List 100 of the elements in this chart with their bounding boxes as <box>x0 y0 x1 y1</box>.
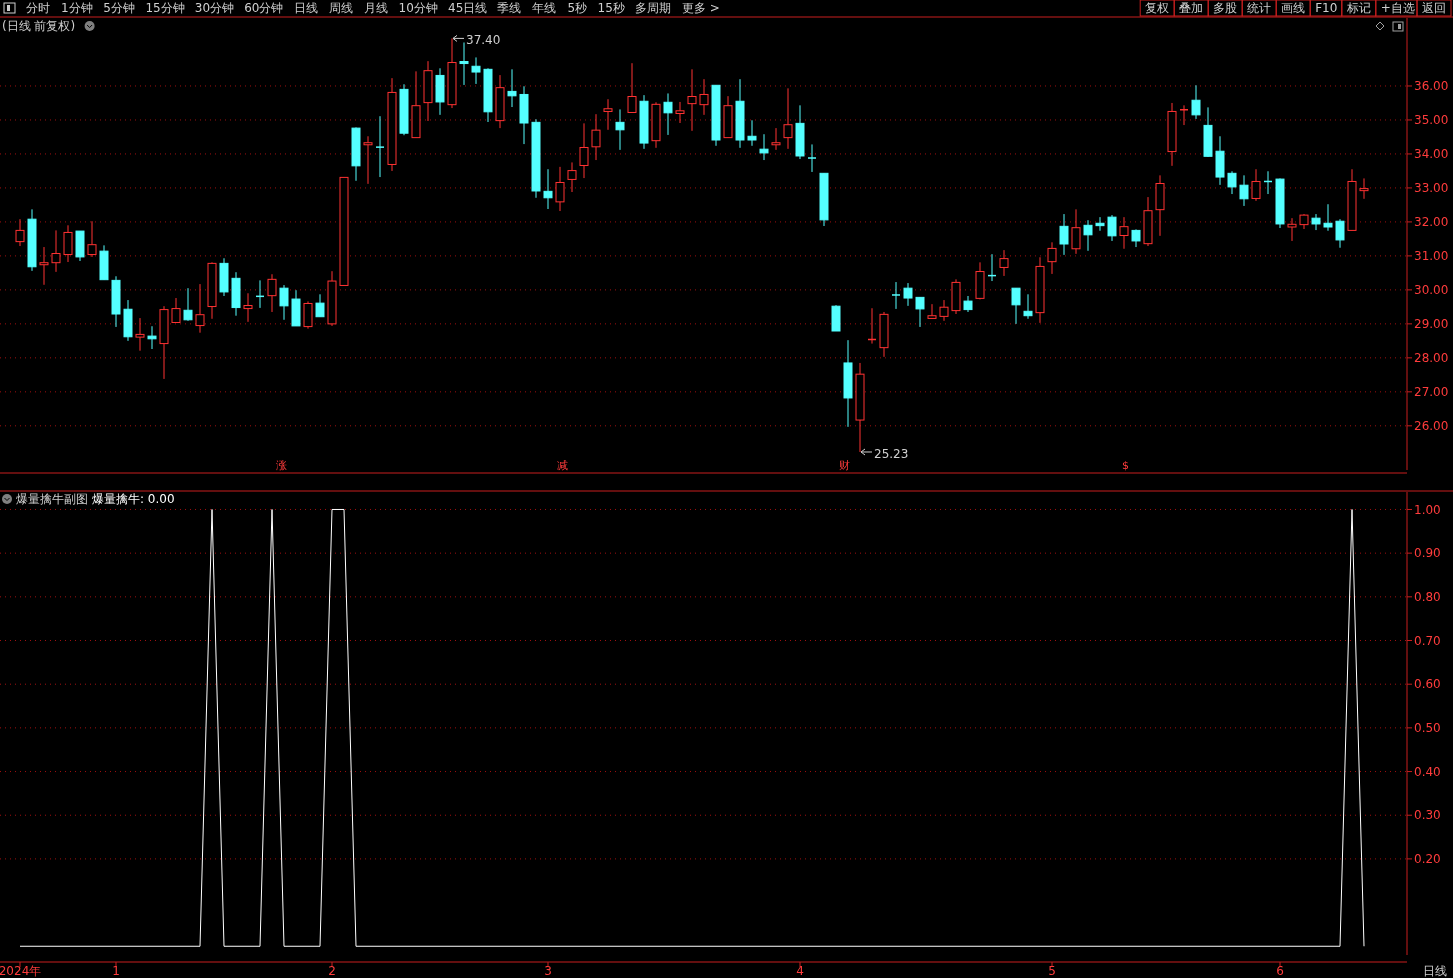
y-tick-label: 36.00 <box>1414 79 1449 94</box>
y-tick-label: 0.50 <box>1414 721 1441 736</box>
candlestick <box>555 166 565 212</box>
category-label: 5秒 <box>567 1 588 15</box>
text: 统计 <box>1247 1 1272 15</box>
category-label: 周线 <box>328 1 353 15</box>
y-tick-label: 31.00 <box>1414 249 1449 264</box>
category-label: 10分钟 <box>398 1 438 15</box>
category-label: 月线 <box>363 1 388 15</box>
y-tick-label: 0.30 <box>1414 808 1441 823</box>
chart-title: 爆量擒牛副图 <box>16 492 88 506</box>
text: 多股 <box>1213 1 1238 15</box>
x-tick-label: 2 <box>328 964 336 978</box>
candlestick <box>591 113 601 161</box>
y-tick-label: 28.00 <box>1414 351 1449 366</box>
candlestick <box>39 246 49 286</box>
candlestick <box>51 229 61 273</box>
annotation: 37.40 <box>466 32 501 47</box>
candlestick <box>1251 168 1261 202</box>
candlestick <box>15 218 25 247</box>
candlestick <box>891 281 901 310</box>
candlestick <box>627 62 637 113</box>
candlestick <box>675 101 685 124</box>
candlestick <box>471 56 481 85</box>
y-tick-label: 0.40 <box>1414 764 1441 779</box>
text: 爆量擒牛: 0.00 <box>92 492 175 506</box>
category-label: 1分钟 <box>61 1 93 15</box>
candlestick <box>507 68 517 108</box>
candlestick <box>1119 216 1129 250</box>
text: 标记 <box>1345 1 1371 15</box>
text: +自选 <box>1380 1 1415 15</box>
text: 返回 <box>1422 1 1446 15</box>
candlestick <box>1359 177 1369 200</box>
candlestick <box>1323 203 1333 232</box>
candlestick <box>1227 170 1237 195</box>
candlestick <box>603 98 613 131</box>
candlestick <box>1059 213 1069 256</box>
category-label: 季线 <box>497 1 522 15</box>
candlestick <box>699 78 709 116</box>
y-tick-label: 26.00 <box>1414 419 1449 434</box>
candlestick <box>1335 218 1345 249</box>
y-tick-label: 33.00 <box>1414 181 1449 196</box>
candlestick <box>1071 208 1081 255</box>
y-tick-label: 0.90 <box>1414 546 1441 561</box>
candlestick <box>1047 241 1057 275</box>
x-tick-label: 3 <box>544 964 552 978</box>
category-label: 15秒 <box>597 1 625 15</box>
category-label: 30分钟 <box>194 1 235 15</box>
y-tick-label: 0.60 <box>1414 677 1441 692</box>
candlestick <box>687 68 697 132</box>
candlestick <box>915 296 925 328</box>
candlestick <box>147 325 157 350</box>
y-tick-label: 27.00 <box>1414 385 1449 400</box>
candlestick <box>1011 287 1021 325</box>
candlestick <box>759 133 769 161</box>
candlestick <box>783 87 793 150</box>
candlestick <box>363 135 373 185</box>
candlestick <box>999 249 1009 277</box>
candlestick <box>279 284 289 321</box>
candlestick <box>1287 217 1297 242</box>
candlestick <box>459 41 469 86</box>
candlestick <box>615 108 625 151</box>
candlestick <box>1179 104 1189 126</box>
y-tick-label: 0.20 <box>1414 852 1441 867</box>
category-label: 分时 <box>26 1 50 15</box>
candlestick <box>315 293 325 318</box>
annotation: 减 <box>557 459 569 472</box>
candlestick <box>807 143 817 173</box>
candlestick <box>1107 214 1117 242</box>
category-label: 5分钟 <box>103 1 135 15</box>
category-label: 更多 > <box>682 1 720 15</box>
category-label: 多周期 <box>635 1 671 15</box>
candlestick <box>195 283 205 334</box>
candlestick <box>903 282 913 307</box>
candlestick <box>567 161 577 193</box>
text: 叠加 <box>1179 1 1204 15</box>
chart-title: (日线 前复权) <box>2 19 76 33</box>
annotation: 财 <box>838 459 850 472</box>
text: 日线 <box>1423 964 1447 978</box>
candlestick <box>87 220 97 258</box>
y-tick-label: 30.00 <box>1414 283 1449 298</box>
y-tick-label: 0.80 <box>1414 590 1441 605</box>
text: F10 <box>1315 1 1338 15</box>
y-tick-label: 0.70 <box>1414 633 1441 648</box>
text: 复权 <box>1145 1 1170 15</box>
annotation: 25.23 <box>874 446 909 461</box>
candlestick <box>939 299 949 322</box>
candlestick <box>1095 216 1105 232</box>
category-label: 45日线 <box>448 1 488 15</box>
candlestick <box>63 224 73 263</box>
candlestick <box>135 317 145 352</box>
candlestick <box>375 115 385 178</box>
category-label: 年线 <box>532 1 557 15</box>
candlestick <box>771 127 781 151</box>
candlestick <box>747 119 757 147</box>
text: 画线 <box>1281 1 1306 15</box>
category-label: 15分钟 <box>145 1 185 15</box>
candlestick <box>1191 84 1201 120</box>
x-tick-label: 4 <box>796 964 804 978</box>
y-tick-label: 35.00 <box>1414 113 1449 128</box>
